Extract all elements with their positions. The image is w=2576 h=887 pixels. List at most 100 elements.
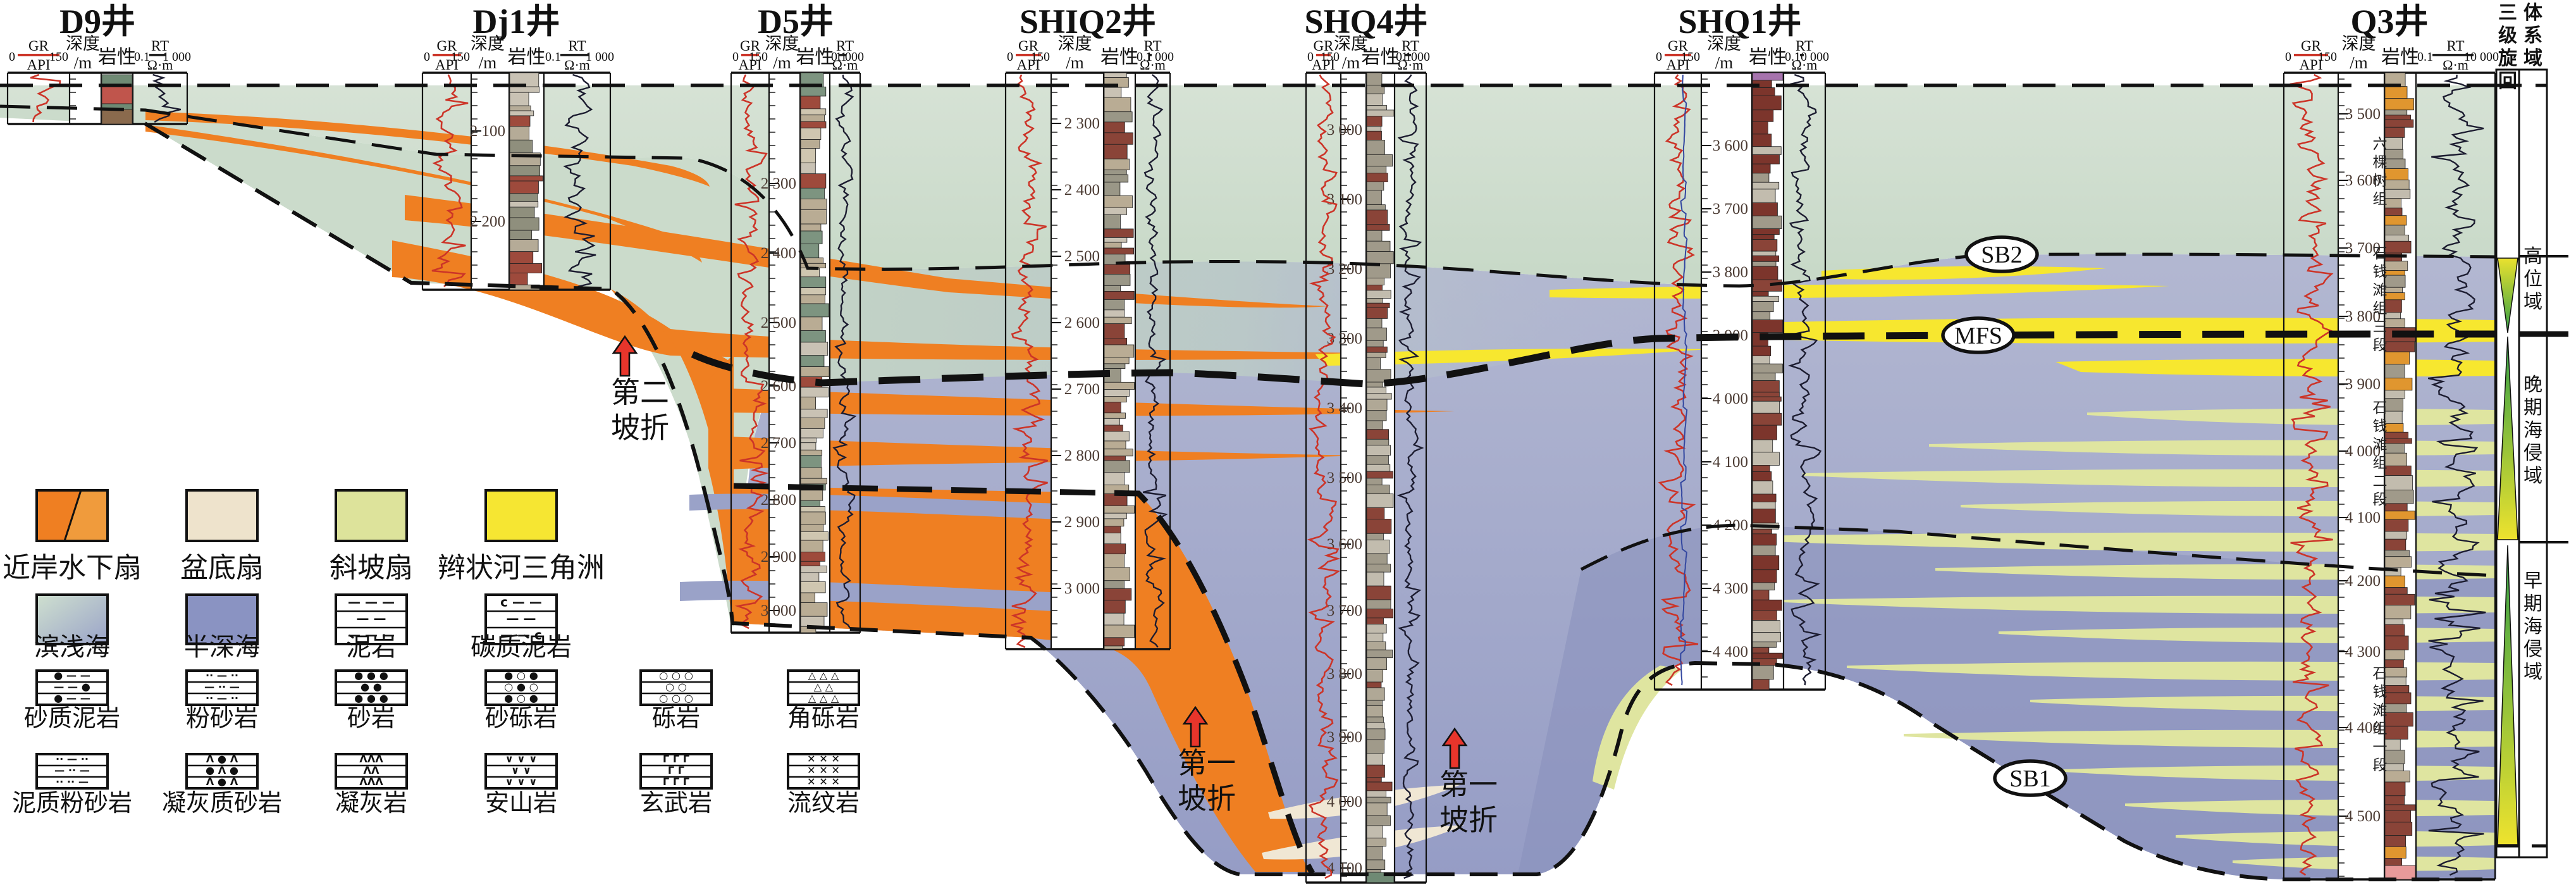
formation-label: 二	[2373, 473, 2388, 489]
lith-band	[1752, 109, 1774, 122]
rt-min: 0.1	[134, 50, 150, 64]
cycle-header: 级	[2498, 25, 2517, 46]
depth-unit: /m	[1342, 53, 1360, 72]
lith-band	[1752, 599, 1782, 611]
lith-band	[800, 366, 830, 377]
lith-band	[2384, 351, 2410, 365]
gr-min: 0	[2285, 50, 2291, 64]
formation-label: 组	[2373, 191, 2388, 207]
lith-band	[2384, 667, 2408, 678]
legend-pattern-glyphs: ✕ ✕ ✕	[807, 776, 840, 788]
lith-band	[1366, 357, 1381, 370]
legend-pattern-glyphs: △ △ △	[808, 669, 839, 681]
lith-band	[509, 263, 543, 273]
legend-swatch	[335, 593, 408, 645]
lith-band	[2384, 847, 2407, 859]
lith-band	[1752, 146, 1782, 155]
lith-band	[1366, 290, 1391, 299]
depth-header: 深度	[1707, 34, 1741, 53]
lith-band	[1752, 95, 1782, 111]
lith-band	[2384, 624, 2405, 636]
legend-pattern-glyphs: Γ Γ Γ	[663, 776, 689, 788]
lith-band	[2384, 292, 2405, 301]
surface-name: MFS	[1954, 323, 2002, 349]
slope-break-text: 坡折	[611, 412, 669, 444]
legend-pattern-glyphs: Λ ● Λ	[206, 776, 238, 788]
legend-item-凝灰质砂岩: Λ ● Λ● Λ ●Λ ● Λ 凝灰质砂岩	[162, 753, 282, 817]
legend-pattern-glyphs: ● Λ ●	[206, 764, 238, 776]
legend-item-泥质粉砂岩: ∙∙ — ∙∙— ∙∙ —∙∙ ∙∙ — 泥质粉砂岩	[12, 753, 132, 817]
lith-band	[2384, 168, 2408, 180]
lith-band	[1366, 302, 1390, 308]
rt-min: 0.1	[831, 50, 847, 64]
lith-band	[1752, 290, 1769, 297]
lith-band	[800, 387, 829, 398]
lith-band	[2384, 431, 2409, 439]
legend-swatch	[35, 593, 109, 645]
lith-band	[509, 180, 539, 194]
legend-swatch	[787, 753, 860, 790]
legend-label: 砂砾岩	[485, 705, 557, 732]
lith-band	[800, 511, 826, 525]
surface-oval-SB1: SB1	[1993, 759, 2068, 797]
lith-band	[1366, 859, 1386, 871]
lith-band	[1366, 445, 1391, 456]
lith-band	[1366, 298, 1383, 304]
depth-label: 3 700	[1713, 201, 1748, 218]
rt-label: RT	[151, 38, 169, 54]
depth-label: 4 400	[2345, 719, 2381, 736]
lith-band	[1366, 815, 1391, 826]
legend-label: 凝灰岩	[335, 790, 407, 817]
lith-band	[800, 96, 821, 109]
oval-outline	[1964, 235, 2039, 273]
slope-fan-lens	[1708, 532, 2495, 552]
legend-swatch	[185, 669, 259, 706]
lith-band	[1366, 869, 1381, 873]
rt-max: 1 000	[1402, 50, 1430, 64]
cycle-triangle-late-tst	[2497, 336, 2518, 540]
lith-band	[800, 303, 829, 318]
lith-band	[1752, 301, 1774, 313]
rt-min: 0.1	[1785, 50, 1801, 64]
lith-band	[2384, 511, 2415, 520]
lith-band	[1104, 645, 1123, 650]
lith-band	[1366, 739, 1384, 754]
lith-band	[1104, 264, 1131, 275]
lith-band	[1104, 363, 1126, 369]
legend-item-滨浅海: 滨浅海	[34, 593, 110, 661]
lith-band	[800, 148, 816, 163]
lith-band	[1366, 825, 1383, 839]
well-title: Q3井	[2350, 3, 2428, 40]
depth-label: 4 300	[2345, 643, 2381, 661]
lith-band	[1104, 299, 1125, 311]
lith-band	[1366, 777, 1382, 783]
lith-band	[1366, 327, 1387, 341]
lith-band	[1366, 609, 1394, 619]
lith-band	[1366, 657, 1387, 670]
lith-band	[800, 442, 817, 450]
legend-pattern-glyphs: ∨ ∨	[511, 764, 531, 776]
lith-band	[2384, 781, 2406, 797]
lith-band	[1366, 130, 1382, 140]
depth-unit: /m	[1715, 53, 1734, 72]
lith-band	[1104, 316, 1132, 325]
tract-label: 侵	[2524, 443, 2542, 464]
lith-band	[1366, 277, 1385, 285]
legend-swatch	[185, 753, 259, 790]
lith-band	[1752, 363, 1783, 374]
lith-band	[2384, 704, 2407, 713]
depth-label: 4 200	[2345, 573, 2381, 590]
lith-band	[1104, 431, 1130, 442]
depth-label: 2 900	[1064, 514, 1100, 531]
lith-band	[1104, 512, 1127, 519]
lith-band	[1366, 173, 1388, 182]
legend-pattern-glyphs: ○ ○ ○	[659, 692, 693, 704]
tract-label: 高	[2524, 246, 2542, 267]
legend-item-近岸水下扇: 近岸水下扇	[3, 489, 142, 583]
lith-band	[1104, 242, 1122, 249]
lith-band	[1366, 240, 1391, 252]
gr-label: GR	[2301, 38, 2322, 54]
